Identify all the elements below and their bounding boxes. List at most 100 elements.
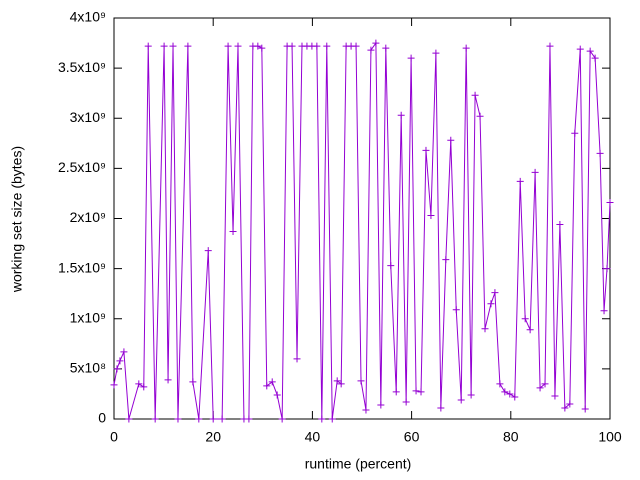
data-point — [496, 380, 504, 388]
x-tick-label: 100 — [598, 429, 622, 445]
x-tick-label: 0 — [110, 429, 118, 445]
data-point — [392, 388, 400, 396]
y-tick-label: 2.5x10⁹ — [58, 159, 106, 175]
data-point — [174, 415, 182, 423]
data-point — [541, 380, 549, 388]
data-point — [476, 112, 484, 120]
data-point — [501, 388, 509, 396]
data-point — [293, 355, 301, 363]
data-point — [318, 415, 326, 423]
y-tick-label: 3x10⁹ — [70, 109, 106, 125]
data-point — [160, 42, 168, 50]
data-point — [603, 265, 611, 273]
data-point — [531, 168, 539, 176]
data-point — [412, 387, 420, 395]
data-point — [263, 382, 271, 390]
data-point — [328, 415, 336, 423]
data-point — [516, 177, 524, 185]
y-axis-label: working set size (bytes) — [9, 146, 25, 293]
data-point — [372, 39, 380, 47]
x-tick-label: 40 — [305, 429, 321, 445]
data-point — [402, 398, 410, 406]
data-point — [245, 415, 253, 423]
data-point — [591, 54, 599, 62]
data-point — [135, 380, 143, 388]
data-point — [581, 405, 589, 413]
data-point — [506, 390, 514, 398]
data-point — [278, 415, 286, 423]
data-point — [586, 47, 594, 55]
data-point — [189, 378, 197, 386]
data-point — [377, 401, 385, 409]
data-point — [224, 42, 232, 50]
data-point — [467, 391, 475, 399]
data-point — [457, 396, 465, 404]
x-tick-label: 20 — [205, 429, 221, 445]
data-point — [195, 415, 203, 423]
data-point — [258, 44, 266, 52]
data-point — [288, 42, 296, 50]
y-tick-label: 3.5x10⁹ — [58, 59, 106, 75]
y-tick-label: 1.5x10⁹ — [58, 259, 106, 275]
data-point — [164, 376, 172, 384]
data-point — [437, 404, 445, 412]
data-point — [600, 307, 608, 315]
data-point — [218, 415, 226, 423]
data-point — [462, 44, 470, 52]
x-axis-label: runtime (percent) — [305, 456, 412, 472]
data-point — [337, 380, 345, 388]
data-point — [417, 388, 425, 396]
data-point — [209, 415, 217, 423]
data-point — [184, 42, 192, 50]
data-point — [352, 42, 360, 50]
data-point — [367, 46, 375, 54]
y-tick-label: 2x10⁹ — [70, 209, 106, 225]
data-point — [556, 221, 564, 229]
data-point — [546, 42, 554, 50]
y-tick-label: 0 — [98, 410, 106, 426]
data-point — [452, 306, 460, 314]
data-point — [273, 391, 281, 399]
data-point — [551, 392, 559, 400]
data-point — [481, 325, 489, 333]
data-point — [323, 42, 331, 50]
data-point — [120, 348, 128, 356]
data-point — [606, 198, 614, 206]
data-point — [596, 149, 604, 157]
data-point — [151, 415, 159, 423]
data-line — [113, 41, 611, 420]
data-point — [442, 256, 450, 264]
x-tick-label: 60 — [404, 429, 420, 445]
data-point — [571, 129, 579, 137]
data-point — [491, 289, 499, 297]
data-point — [427, 211, 435, 219]
data-point — [526, 326, 534, 334]
data-point — [382, 44, 390, 52]
data-point — [113, 365, 121, 373]
data-point — [110, 381, 118, 389]
data-point — [447, 136, 455, 144]
data-point — [561, 404, 569, 412]
data-point — [487, 300, 495, 308]
data-point — [422, 146, 430, 154]
data-point — [234, 42, 242, 50]
data-point — [357, 377, 365, 385]
data-point — [333, 377, 341, 385]
data-point — [204, 247, 212, 255]
data-point — [536, 384, 544, 392]
y-tick-label: 5x10⁸ — [70, 360, 106, 376]
data-point — [268, 378, 276, 386]
data-point — [511, 393, 519, 401]
data-point — [144, 42, 152, 50]
data-point — [116, 357, 124, 365]
data-point — [432, 49, 440, 57]
data-point — [362, 406, 370, 414]
data-point — [576, 45, 584, 53]
data-point — [313, 42, 321, 50]
data-point — [407, 54, 415, 62]
data-point — [387, 262, 395, 270]
data-point — [566, 400, 574, 408]
y-tick-label: 4x10⁹ — [70, 9, 106, 25]
data-point — [471, 91, 479, 99]
